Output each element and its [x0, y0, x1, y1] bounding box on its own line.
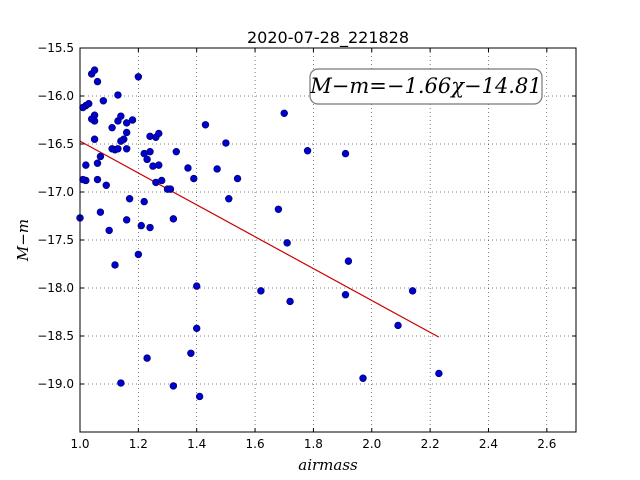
x-tick-label: 1.2	[129, 437, 148, 451]
y-tick-label: −18.0	[37, 281, 74, 295]
data-point	[114, 91, 122, 99]
x-tick-label: 2.6	[537, 437, 556, 451]
data-point	[140, 197, 148, 206]
data-point	[117, 137, 125, 145]
x-tick-label: 2.0	[362, 437, 381, 451]
x-tick-label: 2.4	[479, 437, 498, 451]
data-point	[114, 145, 122, 153]
data-point	[408, 287, 417, 295]
data-point	[193, 324, 201, 333]
annotation-box	[309, 68, 543, 105]
data-point	[155, 161, 163, 169]
data-point	[122, 216, 131, 224]
data-point	[122, 128, 131, 137]
data-point	[193, 282, 201, 290]
equation-annotation: M−m=−1.66χ−14.81	[309, 68, 543, 105]
x-axis-label: airmass	[298, 456, 358, 474]
data-point	[96, 152, 105, 161]
fit-line	[79, 140, 440, 338]
data-point	[187, 349, 195, 357]
data-point	[137, 221, 145, 230]
y-tick-label: −17.5	[37, 233, 74, 247]
data-point	[93, 77, 102, 86]
grid	[80, 48, 576, 432]
data-point	[122, 145, 131, 153]
data-point	[117, 379, 125, 387]
data-point	[213, 165, 221, 173]
data-point	[96, 208, 105, 216]
data-point	[99, 97, 108, 105]
data-points	[76, 66, 443, 401]
data-point	[85, 99, 93, 108]
data-point	[87, 115, 96, 123]
data-point	[155, 129, 163, 138]
y-tick-label: −15.5	[37, 41, 74, 55]
data-point	[274, 205, 283, 213]
x-tick-label: 1.4	[187, 437, 206, 451]
data-point	[134, 73, 143, 81]
data-point	[169, 215, 178, 223]
y-tick-label: −16.0	[37, 89, 74, 103]
data-point	[195, 392, 204, 401]
data-point	[108, 123, 116, 132]
data-point	[82, 161, 90, 169]
y-tick-label: −19.0	[37, 377, 74, 391]
data-point	[341, 291, 350, 299]
data-point	[341, 149, 350, 158]
axis-ticks: 1.0 1.2 1.4 1.6 1.8 2.0 2.2 2.4 2.6 −15.5 −16.0 −16…	[37, 41, 576, 451]
data-point	[257, 287, 265, 295]
data-point	[280, 109, 288, 117]
data-point	[143, 354, 151, 362]
data-point	[190, 174, 198, 183]
data-point	[172, 147, 180, 156]
data-point	[111, 261, 119, 269]
data-point	[283, 239, 291, 247]
data-point	[90, 66, 99, 74]
data-point	[90, 135, 99, 143]
x-tick-label: 1.8	[304, 437, 323, 451]
data-point	[166, 185, 175, 193]
y-axis-label: M−m	[14, 219, 32, 262]
data-point	[184, 164, 192, 172]
data-point	[146, 223, 154, 232]
data-point	[169, 382, 178, 390]
data-point	[93, 159, 102, 167]
y-tick-label: −18.5	[37, 329, 74, 343]
data-point	[286, 297, 294, 306]
data-point	[93, 175, 102, 184]
data-point	[303, 147, 312, 155]
x-tick-label: 2.2	[421, 437, 440, 451]
y-tick-label: −16.5	[37, 137, 74, 151]
x-tick-label: 1.0	[70, 437, 89, 451]
fit-equation: M−m=−1.66χ−14.81	[309, 74, 541, 98]
data-point	[117, 112, 125, 120]
data-point	[125, 195, 134, 203]
data-point	[134, 250, 143, 259]
data-point	[222, 139, 230, 147]
data-point	[157, 176, 166, 185]
data-point	[122, 119, 131, 127]
y-tick-label: −17.0	[37, 185, 74, 199]
fit-line-layer	[79, 140, 440, 338]
data-point	[146, 147, 154, 156]
data-point	[102, 181, 110, 189]
chart-title: 2020-07-28_221828	[247, 28, 409, 48]
data-point	[201, 121, 210, 129]
data-point	[359, 374, 367, 382]
x-tick-label: 1.6	[246, 437, 265, 451]
data-point	[79, 175, 87, 184]
data-point	[233, 174, 242, 183]
data-point	[435, 369, 443, 378]
data-point	[128, 116, 137, 124]
data-point	[344, 257, 353, 265]
data-point	[225, 195, 233, 203]
data-point	[143, 155, 151, 164]
data-point	[105, 226, 113, 235]
data-point	[79, 103, 87, 112]
data-point	[394, 321, 402, 330]
